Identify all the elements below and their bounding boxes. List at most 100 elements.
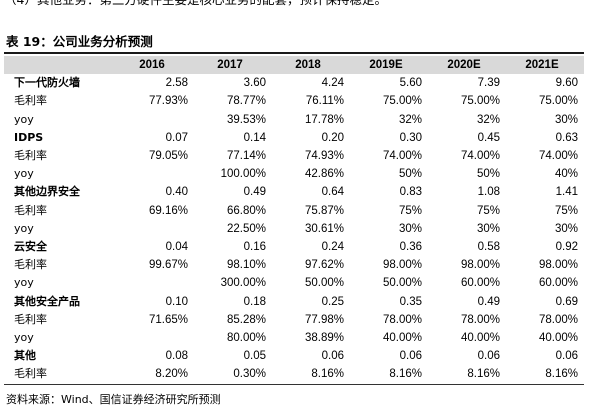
value-cell: 74.00% [382, 150, 422, 163]
value-cell: 7.39 [477, 77, 500, 90]
value-cell: 69.16% [148, 204, 188, 217]
value-cell: 0.25 [321, 295, 344, 308]
value-cell: 0.45 [477, 131, 500, 144]
value-cell: 66.80% [226, 204, 266, 217]
value-cell [116, 274, 194, 292]
value-cell: 8.16% [428, 365, 506, 385]
value-cell: 74.00% [460, 150, 500, 163]
segment-row: 其他 0.08 0.05 0.06 0.06 0.06 0.06 [4, 347, 584, 365]
value-cell: 0.14 [243, 131, 266, 144]
value-cell: 8.20% [116, 365, 194, 385]
value-cell: 80.00% [226, 332, 266, 345]
header-row: 2016 2017 2018 2019E 2020E 2021E [4, 56, 584, 75]
row-label: yoy [14, 112, 34, 126]
value-cell: 98.10% [226, 259, 266, 272]
value-cell: 0.63 [555, 131, 578, 144]
metric-row: 毛利率 71.65% 85.28% 77.98% 78.00% 78.00% 78.00% [4, 311, 584, 329]
value-cell: 75% [476, 204, 500, 217]
segment-row: 云安全 0.04 0.16 0.24 0.36 0.58 0.92 [4, 238, 584, 256]
header-label-cell [4, 56, 116, 75]
segment-row: 其他边界安全 0.40 0.49 0.64 0.83 1.08 1.41 [4, 183, 584, 201]
header-year: 2021E [506, 56, 584, 75]
value-cell: 38.89% [304, 332, 344, 345]
value-cell: 0.05 [243, 350, 266, 363]
row-label: 毛利率 [14, 258, 47, 272]
value-cell: 75.87% [304, 204, 344, 217]
value-cell: 0.10 [165, 295, 188, 308]
value-cell: 30% [398, 222, 422, 235]
value-cell: 0.06 [555, 350, 578, 363]
header-year: 2019E [350, 56, 428, 75]
value-cell: 0.07 [165, 131, 188, 144]
value-cell: 78.00% [460, 313, 500, 326]
row-label: yoy [14, 221, 34, 235]
value-cell: 8.16% [506, 365, 584, 385]
table-top-rule [4, 52, 584, 54]
value-cell: 60.00% [538, 277, 578, 290]
row-label: 毛利率 [14, 94, 47, 108]
value-cell: 22.50% [226, 222, 266, 235]
value-cell: 0.64 [321, 186, 344, 199]
value-cell: 79.05% [148, 150, 188, 163]
value-cell: 74.00% [538, 150, 578, 163]
segment-row: 下一代防火墙 2.58 3.60 4.24 5.60 7.39 9.60 [4, 74, 584, 92]
table-body: 下一代防火墙 2.58 3.60 4.24 5.60 7.39 9.60 毛利率 77.93% 7… [4, 74, 584, 385]
value-cell: 5.60 [399, 77, 422, 90]
row-label: 毛利率 [4, 365, 116, 385]
value-cell: 78.77% [226, 95, 266, 108]
value-cell: 0.36 [399, 241, 422, 254]
value-cell: 50.00% [304, 277, 344, 290]
value-cell: 0.06 [321, 350, 344, 363]
forecast-table: 2016 2017 2018 2019E 2020E 2021E 下一代防火墙 2… [4, 56, 584, 385]
value-cell: 0.18 [243, 295, 266, 308]
metric-row: yoy 39.53% 17.78% 32% 32% 30% [4, 111, 584, 129]
value-cell: 75% [554, 204, 578, 217]
value-cell: 98.00% [460, 259, 500, 272]
value-cell: 0.04 [165, 241, 188, 254]
value-cell: 71.65% [148, 313, 188, 326]
value-cell: 75% [398, 204, 422, 217]
metric-row: 毛利率 79.05% 77.14% 74.93% 74.00% 74.00% 74.00% [4, 147, 584, 165]
value-cell: 30% [476, 222, 500, 235]
row-label: 其他边界安全 [14, 185, 80, 199]
value-cell: 32% [398, 113, 422, 126]
value-cell: 0.30% [194, 365, 272, 385]
value-cell: 50.00% [382, 277, 422, 290]
metric-row: 毛利率 69.16% 66.80% 75.87% 75% 75% 75% [4, 202, 584, 220]
row-label: 毛利率 [14, 149, 47, 163]
metric-row: 毛利率 8.20% 0.30% 8.16% 8.16% 8.16% 8.16% [4, 365, 584, 385]
value-cell: 0.08 [165, 350, 188, 363]
value-cell: 0.35 [399, 295, 422, 308]
value-cell [116, 165, 194, 183]
value-cell: 0.49 [477, 295, 500, 308]
value-cell: 0.40 [165, 186, 188, 199]
value-cell: 75.00% [538, 95, 578, 108]
value-cell: 8.16% [350, 365, 428, 385]
row-label: yoy [14, 331, 34, 345]
value-cell: 0.30 [399, 131, 422, 144]
value-cell: 60.00% [460, 277, 500, 290]
row-label: 毛利率 [14, 312, 47, 326]
value-cell: 85.28% [226, 313, 266, 326]
value-cell: 75.00% [382, 95, 422, 108]
value-cell: 30% [554, 113, 578, 126]
value-cell [116, 111, 194, 129]
metric-row: yoy 300.00% 50.00% 50.00% 60.00% 60.00% [4, 274, 584, 292]
value-cell: 300.00% [220, 277, 266, 290]
intro-text: （4）其他业务：第三方硬件主要是核心业务的配套，预计保持稳定。 [4, 0, 387, 8]
value-cell: 30% [554, 222, 578, 235]
value-cell: 0.49 [243, 186, 266, 199]
value-cell: 32% [476, 113, 500, 126]
value-cell: 17.78% [304, 113, 344, 126]
value-cell: 2.58 [165, 77, 188, 90]
header-year: 2018 [272, 56, 350, 75]
value-cell: 0.24 [321, 241, 344, 254]
value-cell: 77.98% [304, 313, 344, 326]
value-cell: 98.00% [382, 259, 422, 272]
row-label: 其他 [14, 349, 36, 363]
value-cell: 0.16 [243, 241, 266, 254]
value-cell: 77.93% [148, 95, 188, 108]
metric-row: 毛利率 77.93% 78.77% 76.11% 75.00% 75.00% 75.00% [4, 92, 584, 110]
value-cell: 74.93% [304, 150, 344, 163]
value-cell [116, 220, 194, 238]
